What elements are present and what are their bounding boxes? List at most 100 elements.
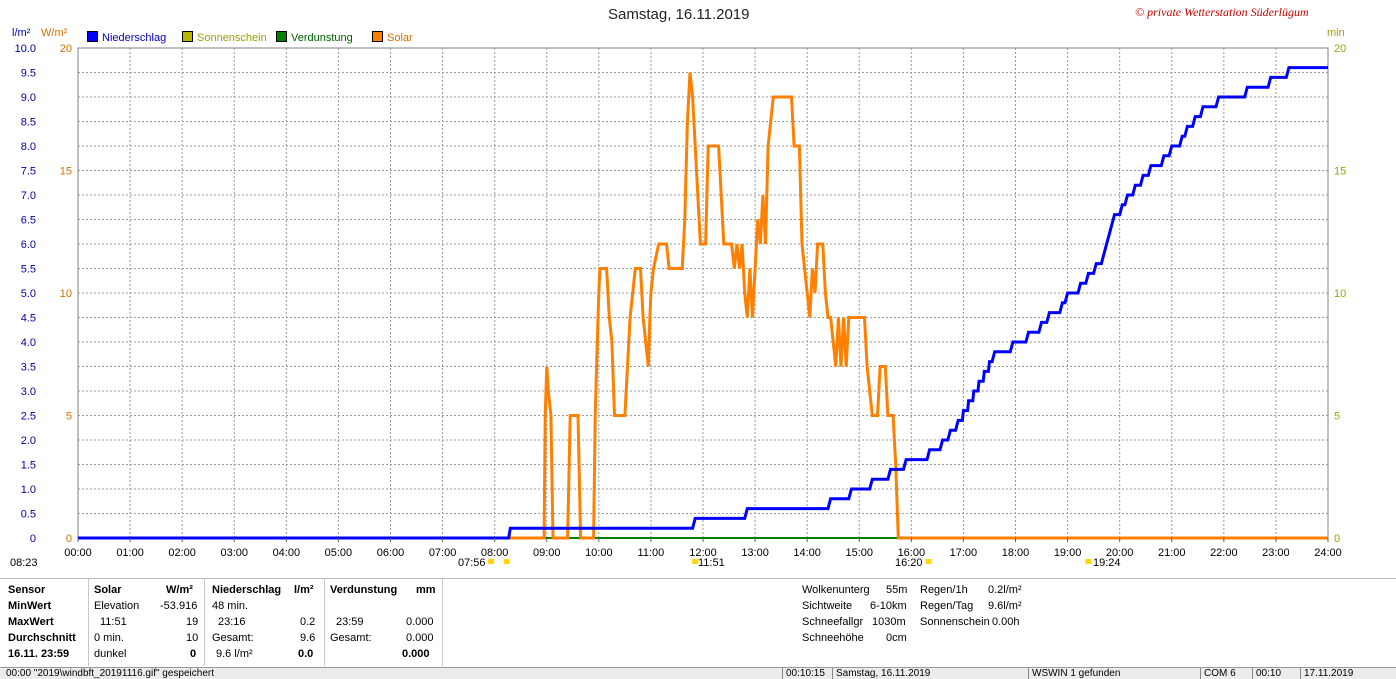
x-tick-label: 08:00 bbox=[481, 547, 509, 559]
y-tick-label-precip: 1.5 bbox=[21, 460, 36, 472]
x-tick-label: 00:00 bbox=[64, 547, 92, 559]
precip-header: Niederschlag bbox=[212, 584, 282, 596]
rain-time: 19:24 bbox=[1093, 557, 1121, 569]
evap-max-value: 0.000 bbox=[406, 616, 434, 628]
dawn-time: 07:56 bbox=[458, 557, 486, 569]
solar-max-time: 11:51 bbox=[100, 616, 127, 628]
y-tick-label-precip: 9.0 bbox=[21, 92, 36, 104]
marker-dot bbox=[692, 559, 699, 564]
x-tick-label: 18:00 bbox=[1002, 547, 1030, 559]
y-tick-label-precip: 10.0 bbox=[15, 43, 36, 55]
y-tick-label-precip: 4.5 bbox=[21, 313, 36, 325]
left-unit-solar: W/m² bbox=[41, 27, 68, 39]
status-separator bbox=[782, 668, 783, 679]
marker-dot bbox=[1085, 559, 1092, 564]
divider bbox=[88, 578, 89, 666]
marker-dot bbox=[925, 559, 932, 564]
legend-label: Solar bbox=[387, 32, 413, 44]
y-tick-label-precip: 8.5 bbox=[21, 117, 36, 129]
chart-title: Samstag, 16.11.2019 bbox=[608, 6, 750, 23]
y-tick-label-precip: 4.0 bbox=[21, 337, 36, 349]
date-label: 16.11. 23:59 bbox=[8, 648, 70, 660]
x-tick-label: 03:00 bbox=[220, 547, 248, 559]
y-tick-label-precip: 3.5 bbox=[21, 362, 36, 374]
legend-label: Niederschlag bbox=[102, 32, 167, 44]
solar-avg-label: 0 min. bbox=[94, 632, 124, 644]
evap-header: Verdunstung bbox=[330, 584, 398, 596]
y-tick-label-solar: 15 bbox=[60, 166, 72, 178]
sunshine-label: Sonnenschein bbox=[920, 616, 990, 628]
y-tick-label-precip: 9.5 bbox=[21, 68, 36, 80]
legend-label: Sonnenschein bbox=[197, 32, 267, 44]
status-separator bbox=[1200, 668, 1201, 679]
y-tick-label-precip: 1.0 bbox=[21, 484, 36, 496]
y-tick-label-solar: 0 bbox=[66, 533, 72, 545]
visibility-value: 6-10km bbox=[870, 600, 907, 612]
x-tick-label: 21:00 bbox=[1158, 547, 1186, 559]
status-separator bbox=[1252, 668, 1253, 679]
min-label: MinWert bbox=[8, 600, 52, 612]
avg-label: Durchschnitt bbox=[8, 632, 76, 644]
solar-dark-label: dunkel bbox=[94, 648, 127, 660]
status-device: WSWIN 1 gefunden bbox=[1032, 668, 1121, 679]
divider bbox=[204, 578, 205, 666]
solar-max-time: 11:51 bbox=[698, 557, 725, 569]
legend-swatch bbox=[182, 31, 193, 42]
x-tick-label: 23:00 bbox=[1262, 547, 1290, 559]
evap-unit: mm bbox=[416, 584, 436, 596]
evap-max-time: 23:59 bbox=[336, 616, 364, 628]
status-separator bbox=[1300, 668, 1301, 679]
y-tick-label-right: 15 bbox=[1334, 166, 1346, 178]
y-tick-label-precip: 6.0 bbox=[21, 239, 36, 251]
x-tick-label: 17:00 bbox=[950, 547, 978, 559]
x-tick-label: 02:00 bbox=[168, 547, 196, 559]
x-tick-label: 07:00 bbox=[429, 547, 457, 559]
solar-header: Solar bbox=[94, 584, 122, 596]
x-tick-label: 10:00 bbox=[585, 547, 613, 559]
evap-last-value: 0.000 bbox=[402, 648, 430, 660]
status-date: Samstag, 16.11.2019 bbox=[836, 668, 931, 679]
station-credit: © private Wetterstation Süderlügum bbox=[1135, 5, 1309, 19]
y-tick-label-precip: 7.0 bbox=[21, 190, 36, 202]
x-tick-label: 13:00 bbox=[741, 547, 769, 559]
precip-last-value: 0.0 bbox=[298, 648, 314, 660]
status-time: 00:10:15 bbox=[786, 668, 825, 679]
precip-day-sum: 9.6 l/m² bbox=[216, 648, 253, 660]
series-line-solar bbox=[78, 72, 1328, 540]
left-unit-precip: l/m² bbox=[12, 27, 31, 39]
snow-depth-value: 0cm bbox=[886, 632, 907, 644]
y-tick-label-precip: 8.0 bbox=[21, 141, 36, 153]
y-tick-label-right: 5 bbox=[1334, 411, 1340, 423]
x-tick-label: 05:00 bbox=[325, 547, 353, 559]
visibility-label: Sichtweite bbox=[802, 600, 853, 612]
y-tick-label-precip: 5.5 bbox=[21, 264, 36, 276]
rain-hour-label: Regen/1h bbox=[920, 584, 968, 596]
y-tick-label-right: 10 bbox=[1334, 288, 1346, 300]
y-tick-label-precip: 3.0 bbox=[21, 386, 36, 398]
precip-max-value: 0.2 bbox=[300, 616, 316, 628]
y-tick-label-precip: 5.0 bbox=[21, 288, 36, 300]
rain-hour-value: 0.2l/m² bbox=[988, 584, 1022, 596]
x-tick-label: 14:00 bbox=[793, 547, 821, 559]
rain-day-value: 9.6l/m² bbox=[988, 600, 1022, 612]
legend-item-verdunstung[interactable]: Verdunstung bbox=[276, 31, 353, 44]
status-separator bbox=[832, 668, 833, 679]
cloud-base-value: 55m bbox=[886, 584, 908, 596]
precip-total-label: Gesamt: bbox=[212, 632, 254, 644]
marker-dot bbox=[488, 559, 495, 564]
y-tick-label-precip: 0 bbox=[30, 533, 36, 545]
x-tick-label: 04:00 bbox=[273, 547, 301, 559]
legend-item-sonnenschein[interactable]: Sonnenschein bbox=[182, 31, 267, 44]
x-tick-label: 20:00 bbox=[1106, 547, 1134, 559]
evap-total-label: Gesamt: bbox=[330, 632, 372, 644]
y-tick-label-solar: 20 bbox=[60, 43, 72, 55]
solar-dark-value: 0 bbox=[190, 648, 197, 660]
status-port: COM 6 bbox=[1204, 668, 1236, 679]
snow-depth-label: Schneehöhe bbox=[802, 632, 864, 644]
x-tick-label: 16:00 bbox=[898, 547, 926, 559]
legend-item-solar[interactable]: Solar bbox=[372, 31, 413, 44]
max-label: MaxWert bbox=[8, 616, 54, 628]
snowline-value: 1030m bbox=[872, 616, 906, 628]
x-tick-label: 09:00 bbox=[533, 547, 561, 559]
legend-item-niederschlag[interactable]: Niederschlag bbox=[87, 31, 166, 44]
